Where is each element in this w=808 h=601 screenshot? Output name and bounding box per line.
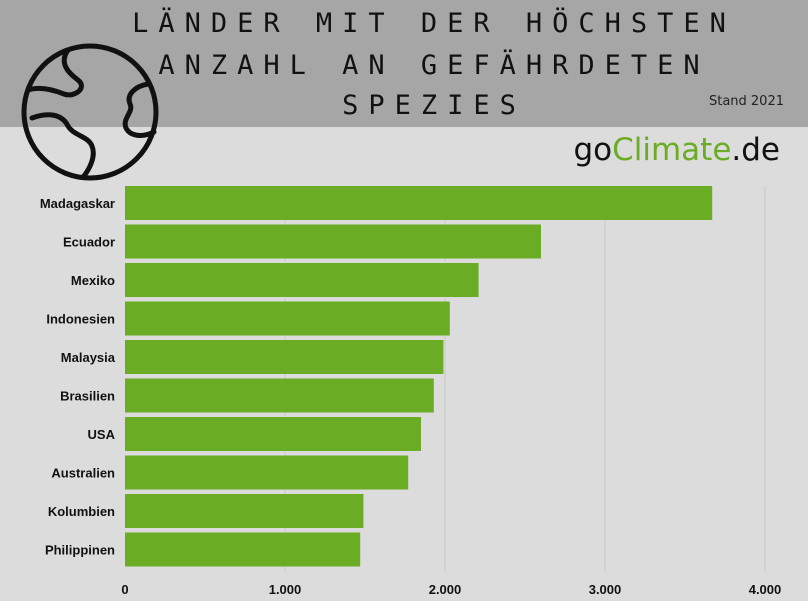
category-label: Australien (51, 466, 115, 481)
date-note: Stand 2021 (708, 94, 784, 109)
x-tick-label: 2.000 (429, 582, 462, 597)
x-tick-labels: 0 1.000 2.000 3.000 4.000 (121, 582, 781, 597)
bar (125, 532, 361, 567)
bar (125, 378, 434, 413)
chart-title-line-1: LÄNDER MIT DER HÖCHSTEN (132, 8, 736, 39)
category-label: USA (88, 427, 116, 442)
brand-logo: goClimate.de (573, 132, 780, 168)
chart-title-line-2: ANZAHL AN GEFÄHRDETEN (158, 50, 710, 81)
bar (125, 263, 479, 297)
category-label: Kolumbien (48, 504, 115, 519)
brand-suffix: .de (731, 132, 780, 168)
category-labels: Madagaskar Ecuador Mexiko Indonesien Malaysi… (40, 196, 116, 558)
category-label: Philippinen (45, 543, 115, 558)
x-tick-label: 1.000 (269, 582, 302, 597)
brand-prefix: go (573, 132, 613, 168)
category-label: Ecuador (63, 235, 115, 250)
category-label: Brasilien (60, 389, 115, 404)
bar (125, 224, 541, 259)
bar (125, 301, 450, 336)
globe-icon (21, 43, 159, 181)
bar (125, 417, 421, 451)
category-label: Madagaskar (40, 196, 115, 211)
x-tick-label: 0 (121, 582, 128, 597)
x-tick-label: 4.000 (749, 582, 782, 597)
category-label: Mexiko (71, 273, 115, 288)
bars (125, 186, 713, 567)
category-label: Indonesien (46, 312, 115, 327)
brand-accent: Climate (612, 132, 732, 168)
chart-title-line-3: SPEZIES (342, 90, 526, 121)
bar (125, 340, 444, 374)
bar (125, 494, 364, 528)
bar-chart: Madagaskar Ecuador Mexiko Indonesien Malaysi… (40, 186, 781, 597)
x-tick-label: 3.000 (589, 582, 622, 597)
category-label: Malaysia (61, 350, 116, 365)
header-band: LÄNDER MIT DER HÖCHSTEN ANZAHL AN GEFÄHR… (0, 0, 808, 127)
bar (125, 455, 409, 490)
bar (125, 186, 713, 220)
